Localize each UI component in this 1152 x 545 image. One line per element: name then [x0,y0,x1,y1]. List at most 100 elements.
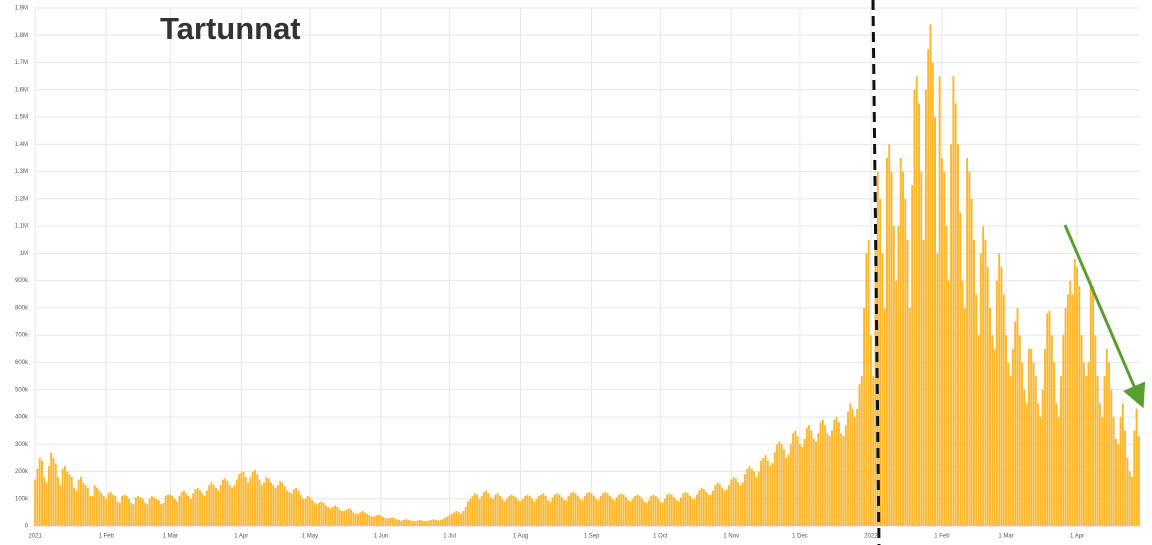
bar [114,496,117,526]
bar [492,498,495,526]
bar [915,76,918,526]
bar [1089,280,1092,526]
bar [73,487,76,526]
bar [148,498,151,526]
bar [318,502,321,526]
bar [668,493,671,526]
bar [414,521,417,526]
bar [476,494,479,526]
bar [471,496,474,526]
bar [661,502,664,526]
bar [412,521,414,526]
bar [524,496,527,526]
bar [734,478,737,526]
bar [189,498,192,526]
bar [187,496,190,526]
bar [1025,403,1028,526]
bar [570,493,572,526]
bar [489,497,492,526]
bar [453,512,456,526]
bar [835,416,838,526]
x-tick-label: 1 Mar [998,534,1013,540]
bar [881,253,884,527]
bar [313,502,316,526]
bar [730,479,733,526]
bar [792,433,795,526]
y-tick-label: 1.8M [15,33,28,39]
bar [874,239,877,526]
bar [961,280,964,526]
bar [890,171,893,526]
y-tick-label: 1.7M [15,60,28,66]
bar [224,478,227,526]
bar [966,157,969,526]
bar [494,494,497,526]
bar [171,496,174,526]
bar [123,494,126,526]
bar [858,384,861,526]
bar [650,496,653,526]
bar [586,493,588,526]
bar [226,481,229,526]
bar [59,485,62,526]
bar [249,476,252,526]
bar [647,500,650,526]
bar [796,436,799,526]
bar [549,501,552,526]
bar [762,457,765,526]
bar [1103,376,1106,526]
bar [201,493,204,526]
bar [466,501,469,526]
bar [75,490,78,526]
bar [505,498,508,526]
bar [553,494,556,526]
bar [194,489,197,526]
bar [869,335,872,526]
bar [842,436,845,526]
bar [395,519,398,526]
bar [1064,307,1067,526]
y-tick-label: 1.3M [15,169,28,175]
bar [769,466,772,526]
bar [1101,416,1104,526]
bar [615,497,618,526]
bar [331,506,334,526]
bar [52,457,55,526]
bar [244,476,247,526]
bar [503,501,506,526]
bar [89,496,92,526]
bar [879,198,882,526]
bar [448,515,451,526]
bar [265,476,268,526]
bar [425,521,428,526]
bar [1108,362,1111,526]
bar [521,498,524,526]
bar [382,517,385,526]
bar [1133,430,1136,526]
bar [945,226,948,526]
bar [975,294,978,526]
bar [1046,313,1049,526]
bars [34,24,1140,527]
bar [872,376,875,526]
bar [512,496,515,526]
bar [112,494,114,526]
bar [922,239,925,526]
bar [144,502,147,526]
bar [322,502,325,526]
x-tick-label: 1 Feb [98,534,114,540]
bar [1021,362,1024,526]
bar [320,501,323,526]
bar [1087,362,1090,526]
bar [153,497,156,526]
bar [940,157,943,526]
bar [929,24,932,526]
bar [565,500,568,526]
y-tick-label: 200k [15,469,29,475]
bar [886,157,888,526]
bar [540,494,543,526]
bar [237,474,240,526]
bar [393,518,396,526]
bar [146,504,149,526]
bar [274,487,277,526]
